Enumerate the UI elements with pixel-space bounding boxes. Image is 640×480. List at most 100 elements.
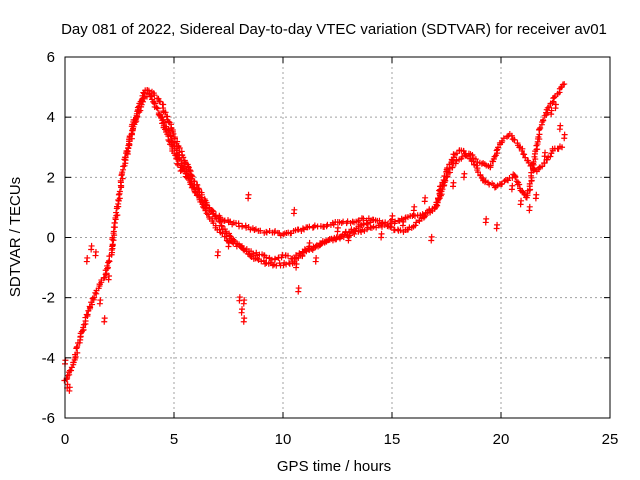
data-point [115, 191, 122, 198]
data-point [232, 240, 239, 247]
data-point [293, 252, 300, 259]
data-point [311, 222, 318, 229]
axis-ticks: 0 5 10 15 20 25 -6 -4 -2 0 2 4 6 [42, 49, 619, 448]
data-point [215, 248, 222, 255]
data-point [345, 233, 352, 240]
data-point [427, 209, 434, 216]
data-point [181, 165, 188, 172]
data-point [92, 248, 99, 255]
data-point [539, 163, 546, 170]
data-point [84, 311, 91, 318]
data-point [449, 164, 456, 171]
data-point [301, 246, 308, 253]
data-point [241, 297, 248, 304]
data-point [525, 159, 532, 166]
data-point [153, 104, 160, 111]
data-point [80, 324, 87, 331]
data-point [561, 81, 568, 88]
data-point [413, 219, 420, 226]
data-point [295, 285, 302, 292]
data-point [487, 162, 494, 169]
data-point [526, 203, 533, 210]
data-point [315, 243, 322, 250]
data-point [68, 367, 75, 374]
grid-lines [65, 57, 610, 418]
data-point [542, 149, 549, 156]
data-point [516, 181, 523, 188]
data-point [110, 237, 117, 244]
data-point [428, 233, 435, 240]
data-point [559, 144, 566, 151]
x-axis-label: GPS time / hours [277, 458, 391, 475]
data-point [245, 191, 252, 198]
y-tick-label: -2 [42, 290, 55, 307]
data-point [537, 124, 544, 131]
data-point [201, 204, 208, 211]
data-point [191, 188, 198, 195]
data-point [334, 224, 341, 231]
data-point [472, 156, 479, 163]
data-point [535, 134, 542, 141]
y-tick-label: -6 [42, 410, 55, 427]
data-point [389, 212, 396, 219]
data-point [513, 178, 520, 185]
data-point [491, 153, 498, 160]
chart-title: Day 081 of 2022, Sidereal Day-to-day VTE… [61, 21, 607, 38]
x-tick-label: 0 [61, 431, 69, 448]
data-point [306, 239, 313, 246]
data-point [120, 163, 127, 170]
data-point [486, 181, 493, 188]
data-point [216, 218, 223, 225]
data-point [74, 349, 81, 356]
data-point [223, 233, 230, 240]
data-point [168, 138, 175, 145]
data-point [552, 101, 559, 108]
data-point [169, 139, 176, 146]
data-point [293, 260, 300, 267]
data-point [452, 160, 459, 167]
data-point [124, 147, 131, 154]
data-point [216, 226, 223, 233]
data-point [561, 131, 568, 138]
data-point [533, 191, 540, 198]
data-point [241, 247, 248, 254]
data-point [437, 188, 444, 195]
data-point [400, 218, 407, 225]
data-point [181, 159, 188, 166]
data-point [74, 343, 81, 350]
data-point [461, 170, 468, 177]
data-point [501, 178, 508, 185]
data-point [306, 223, 313, 230]
data-point [504, 133, 511, 140]
data-point [363, 220, 370, 227]
data-point [540, 116, 547, 123]
data-point [91, 294, 98, 301]
data-point [165, 118, 172, 125]
data-point [110, 224, 117, 231]
data-point [378, 230, 385, 237]
x-tick-label: 15 [384, 431, 401, 448]
data-point [318, 240, 325, 247]
data-point [272, 255, 279, 262]
x-tick-label: 10 [275, 431, 292, 448]
data-point [549, 100, 556, 107]
x-tick-label: 5 [170, 431, 178, 448]
data-point [521, 191, 528, 198]
data-point [518, 197, 525, 204]
data-point [326, 236, 333, 243]
data-point [151, 92, 158, 99]
data-point [544, 104, 551, 111]
data-point [221, 226, 228, 233]
data-point [194, 182, 201, 189]
data-point [512, 174, 519, 181]
data-point [367, 219, 374, 226]
y-tick-label: 2 [47, 169, 55, 186]
data-point [250, 250, 257, 257]
y-axis-label: SDTVAR / TECUs [7, 177, 24, 297]
data-point [190, 184, 197, 191]
data-point [518, 147, 525, 154]
data-point [348, 226, 355, 233]
data-point [431, 205, 438, 212]
